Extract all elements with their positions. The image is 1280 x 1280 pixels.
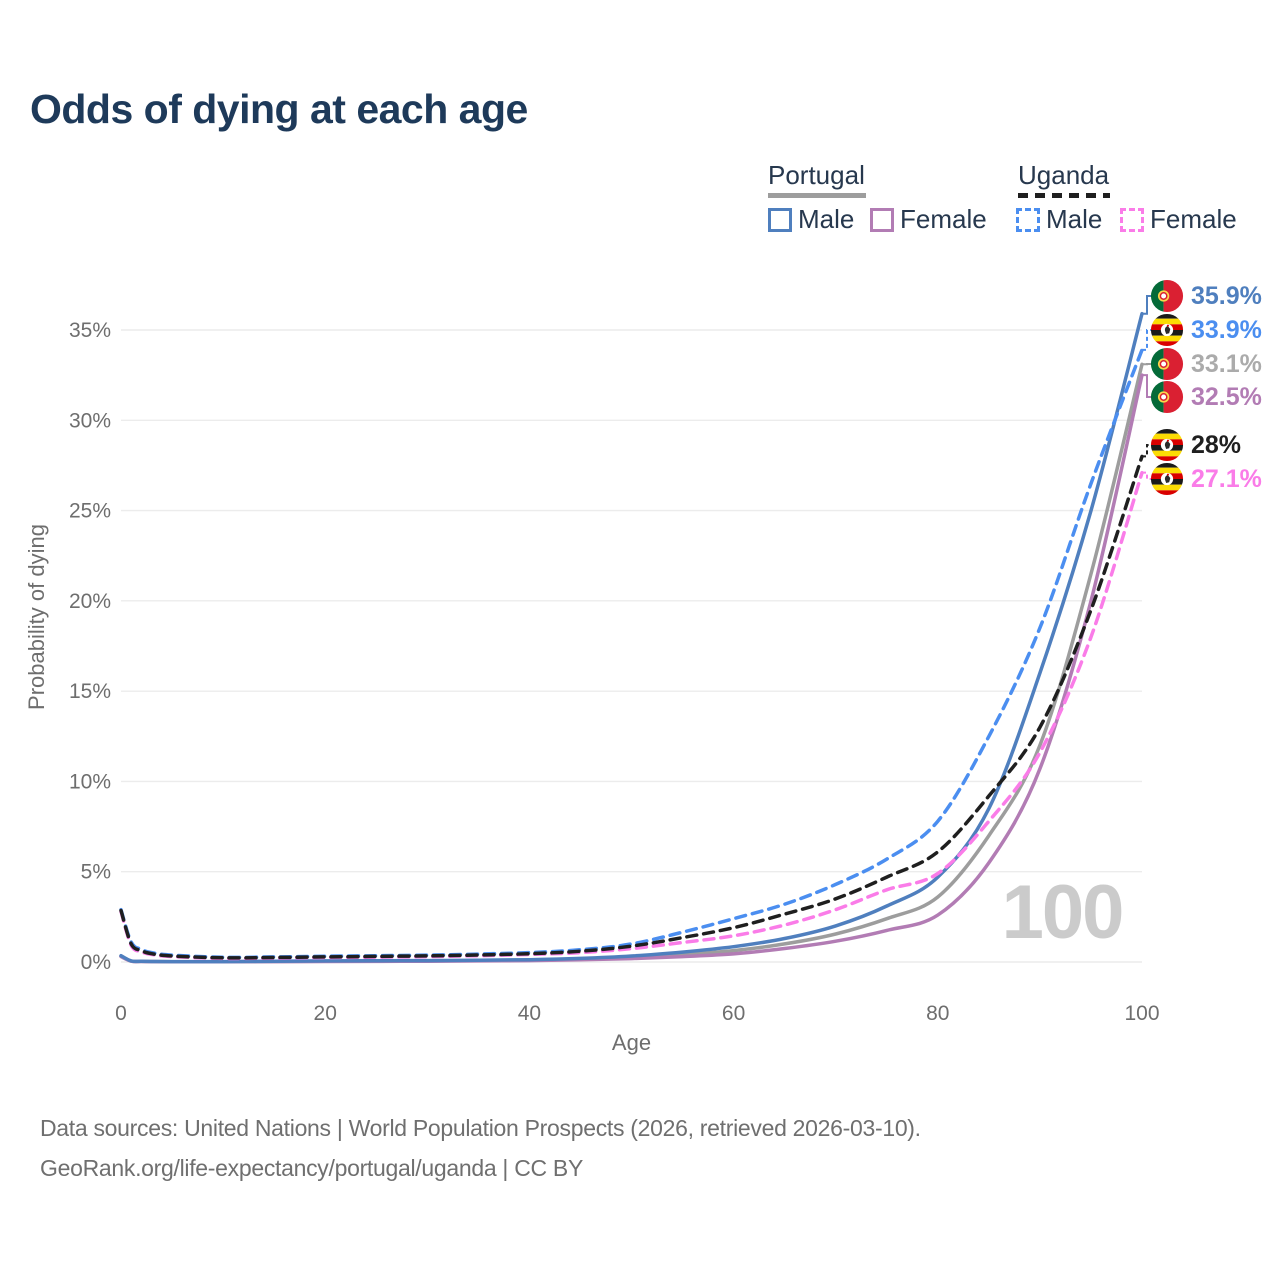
y-tick-label: 10% [69, 770, 111, 793]
legend-item-portugal-male[interactable]: Male [768, 204, 854, 235]
end-label-value: 35.9% [1191, 281, 1262, 310]
y-tick-label: 20% [69, 590, 111, 613]
legend-uganda-line-sample [1018, 193, 1110, 198]
legend-item-uganda-male[interactable]: Male [1016, 204, 1102, 235]
end-label-value: 27.1% [1191, 464, 1262, 493]
age-counter-watermark: 100 [1002, 870, 1123, 955]
y-tick-label: 25% [69, 500, 111, 523]
uganda-male-swatch-icon [1016, 207, 1040, 232]
y-axis-title: Probability of dying [24, 524, 49, 710]
legend-group-uganda-title: Uganda [1018, 160, 1110, 190]
page-title: Odds of dying at each age [30, 86, 528, 132]
y-tick-label: 35% [69, 319, 111, 342]
legend-item-label: Female [1150, 204, 1237, 234]
series-line-portugal-female [119, 373, 1144, 964]
end-label-portugal-female: 32.5% [1150, 380, 1262, 414]
y-tick-label: 15% [69, 680, 111, 703]
x-axis-title: Age [612, 1030, 651, 1055]
y-tick-label: 0% [81, 951, 111, 974]
series-line-uganda-overall [119, 454, 1144, 960]
end-label-value: 33.1% [1191, 349, 1262, 378]
y-tick-label: 5% [81, 861, 111, 884]
y-tick-label: 30% [69, 409, 111, 432]
x-tick-label: 100 [1124, 1002, 1159, 1025]
series-line-uganda-female [119, 470, 1144, 961]
legend-item-uganda-female[interactable]: Female [1120, 204, 1237, 235]
portugal-male-swatch-icon [768, 207, 792, 232]
footer-attribution: GeoRank.org/life-expectancy/portugal/uga… [40, 1155, 583, 1181]
end-label-value: 28% [1191, 430, 1242, 459]
x-tick-label: 40 [518, 1002, 541, 1025]
uganda-flag-icon [1150, 313, 1184, 347]
end-label-uganda-female: 27.1% [1150, 462, 1262, 496]
x-tick-label: 20 [314, 1002, 337, 1025]
legend-item-label: Female [900, 204, 987, 234]
uganda-flag-icon [1150, 462, 1184, 496]
footer-data-sources: Data sources: United Nations | World Pop… [40, 1115, 921, 1141]
legend-item-portugal-female[interactable]: Female [870, 204, 987, 235]
series-line-uganda-male [119, 348, 1144, 960]
end-label-connector [1142, 471, 1152, 480]
portugal-female-swatch-icon [870, 207, 894, 232]
series-line-portugal-male [119, 311, 1144, 964]
end-label-connector [1142, 444, 1152, 458]
end-label-connector [1142, 295, 1152, 315]
portugal-flag-icon [1150, 380, 1184, 414]
uganda-female-swatch-icon [1120, 207, 1144, 232]
portugal-flag-icon [1150, 279, 1184, 313]
legend: Portugal Uganda Male Female Male Female [0, 160, 1280, 250]
end-label-value: 32.5% [1191, 382, 1262, 411]
end-label-connector [1142, 329, 1152, 351]
end-label-value: 33.9% [1191, 315, 1262, 344]
x-tick-label: 60 [722, 1002, 745, 1025]
end-label-portugal-male: 35.9% [1150, 279, 1262, 313]
legend-item-label: Male [798, 204, 855, 234]
legend-item-label: Male [1046, 204, 1103, 234]
x-tick-label: 80 [926, 1002, 949, 1025]
uganda-flag-icon [1150, 428, 1184, 462]
end-label-uganda-overall: 28% [1150, 428, 1241, 462]
end-label-connector [1142, 374, 1152, 398]
legend-group-portugal-title: Portugal [768, 160, 865, 190]
legend-portugal-line-sample [768, 193, 866, 198]
end-label-uganda-male: 33.9% [1150, 313, 1262, 347]
portugal-flag-icon [1150, 347, 1184, 381]
footer: Data sources: United Nations | World Pop… [40, 1108, 921, 1188]
end-label-portugal-overall: 33.1% [1150, 347, 1262, 381]
x-tick-label: 0 [115, 1002, 127, 1025]
